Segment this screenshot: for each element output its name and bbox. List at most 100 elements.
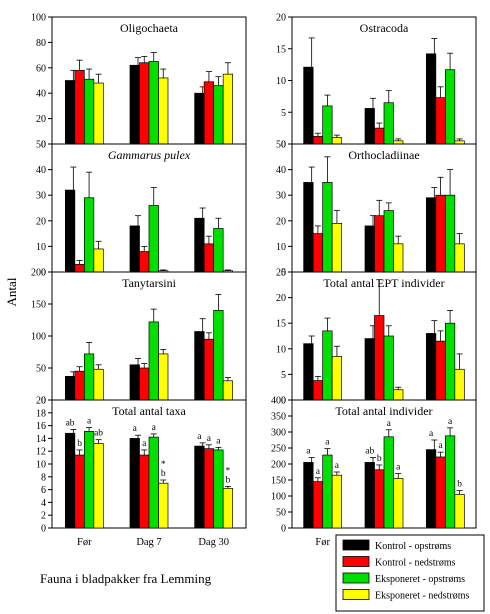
bar: [425, 197, 437, 273]
significance-label: a: [216, 436, 221, 446]
bar: [435, 194, 446, 273]
significance-label: a: [438, 441, 443, 451]
panel-3: 0 10 20 30 40 50 Orthocladiinae: [276, 140, 477, 279]
bar: [194, 92, 205, 145]
y-tick-label: 400: [271, 396, 286, 407]
y-tick-label: 10: [276, 242, 286, 253]
x-tick-label: Før: [77, 537, 92, 548]
bar: [74, 370, 85, 401]
bar: [364, 108, 375, 145]
bar: [454, 494, 465, 529]
significance-label: a: [207, 434, 212, 444]
bar: [64, 80, 76, 145]
bar: [374, 215, 385, 273]
bar: [158, 353, 169, 401]
bar: [93, 248, 104, 273]
bar: [74, 454, 85, 529]
bar: [383, 335, 394, 401]
bar: [83, 353, 95, 401]
significance-label: a: [197, 432, 202, 442]
bar: [222, 487, 234, 529]
significance-label: a: [316, 467, 321, 477]
bar: [139, 367, 150, 401]
bar: [374, 127, 385, 145]
y-tick-label: 4: [41, 498, 46, 509]
legend-label: Kontrol - nedstrøms: [375, 558, 456, 569]
y-tick-label: 20: [36, 216, 46, 227]
legend-swatch: [342, 572, 370, 584]
y-tick-label: 150: [31, 300, 46, 311]
panel-title: Tanytarsini: [122, 276, 176, 290]
y-tick-label: 50: [276, 140, 286, 151]
bar: [222, 73, 234, 145]
bar: [203, 338, 215, 401]
bar: [194, 445, 205, 529]
bar: [139, 62, 150, 145]
significance-label: a: [142, 439, 147, 449]
y-tick-label: 30: [36, 191, 46, 202]
significance-label: *: [226, 466, 231, 476]
y-tick-label: 200: [31, 268, 46, 279]
significance-label: ab: [66, 418, 75, 428]
y-tick-label: 0: [41, 396, 46, 407]
panel-title: Ostracoda: [360, 21, 409, 35]
y-tick-label: 30: [276, 191, 286, 202]
y-tick-label: 6: [41, 485, 46, 496]
significance-label: ab: [365, 447, 374, 457]
bar: [383, 436, 394, 529]
y-tick-label: 14: [36, 434, 46, 445]
panel-0: 0 20 40 60 80 100 Oligochaeta: [31, 13, 247, 151]
y-tick-label: 5: [281, 108, 286, 119]
panel-7: 0 50 100 150 200 250 300 350 400 Total antal indi…: [271, 396, 477, 548]
bar: [364, 338, 375, 401]
significance-label: a: [325, 438, 330, 448]
significance-label: a: [387, 419, 392, 429]
y-tick-label: 50: [276, 508, 286, 519]
bar: [203, 81, 215, 145]
y-tick-label: 10: [276, 76, 286, 87]
bar: [303, 182, 314, 273]
y-tick-label: 100: [271, 492, 286, 503]
y-tick-label: 5: [281, 370, 286, 381]
significance-label: *: [161, 460, 166, 470]
significance-label: a: [87, 417, 92, 427]
bar: [213, 310, 224, 401]
bar: [203, 243, 215, 273]
bar: [322, 454, 333, 529]
bar: [74, 69, 85, 145]
panel-title: Total antal EPT individer: [323, 276, 444, 290]
significance-label: a: [306, 447, 311, 457]
y-tick-label: 50: [36, 140, 46, 151]
bar: [303, 66, 314, 145]
y-tick-label: 15: [276, 319, 286, 330]
legend: Kontrol - opstrøms Kontrol - nedstrøms Eks…: [335, 534, 485, 612]
bar: [393, 243, 404, 273]
y-tick-label: 10: [276, 344, 286, 355]
significance-label: a: [335, 461, 340, 471]
legend-label: Eksponeret - opstrøms: [375, 574, 465, 585]
y-tick-label: 20: [36, 396, 46, 407]
y-tick-label: 12: [36, 447, 46, 458]
bar: [83, 197, 95, 273]
bar: [444, 435, 456, 529]
significance-label: b: [457, 480, 462, 490]
y-tick-label: 0: [41, 268, 46, 279]
bar: [444, 69, 456, 145]
panel-2: 0 10 20 30 40 50 Gammarus pulex: [36, 140, 247, 279]
bar: [148, 61, 159, 145]
bar: [303, 343, 314, 401]
bar: [64, 189, 76, 273]
figure-caption: Fauna i bladpakker fra Lemming: [40, 571, 212, 586]
y-tick-label: 0: [281, 140, 286, 151]
legend-label: Kontrol - opstrøms: [375, 541, 451, 552]
y-tick-label: 100: [31, 13, 46, 24]
y-tick-label: 16: [36, 421, 46, 432]
panel-title: Orthocladiinae: [348, 148, 419, 162]
significance-label: a: [133, 424, 138, 434]
significance-label: b: [377, 454, 382, 464]
bar: [331, 356, 343, 401]
bar: [435, 456, 446, 529]
bar: [374, 469, 385, 529]
bar: [148, 436, 159, 529]
bar: [435, 97, 446, 145]
